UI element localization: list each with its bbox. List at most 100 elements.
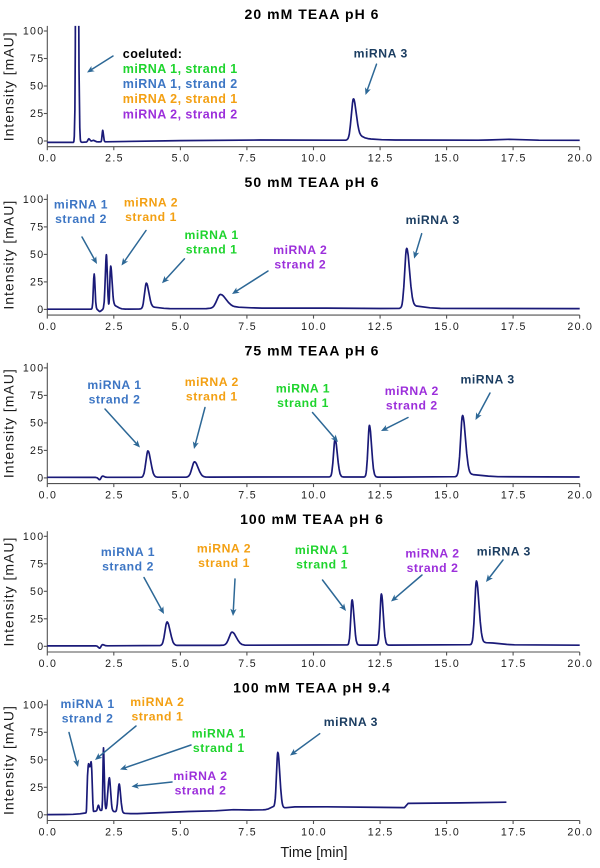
svg-text:50: 50 [30, 418, 44, 430]
svg-text:5.0: 5.0 [172, 658, 191, 670]
svg-text:100: 100 [23, 531, 45, 543]
svg-text:Intensity [mAU]: Intensity [mAU] [1, 705, 17, 815]
svg-text:strand 1: strand 1 [125, 210, 177, 224]
svg-text:10.0: 10.0 [301, 321, 327, 333]
svg-text:20.0: 20.0 [567, 490, 593, 502]
svg-text:15.0: 15.0 [434, 658, 460, 670]
svg-text:17.5: 17.5 [501, 490, 527, 502]
svg-text:miRNA 2: miRNA 2 [130, 695, 184, 709]
svg-text:50 mM TEAA pH 6: 50 mM TEAA pH 6 [244, 174, 379, 190]
svg-text:strand 2: strand 2 [175, 784, 227, 798]
svg-text:strand 2: strand 2 [62, 712, 114, 726]
svg-text:miRNA 3: miRNA 3 [324, 715, 378, 729]
svg-text:7.5: 7.5 [238, 490, 257, 502]
svg-text:75: 75 [30, 390, 44, 402]
svg-text:0: 0 [37, 473, 44, 485]
svg-text:15.0: 15.0 [434, 827, 460, 839]
svg-text:17.5: 17.5 [501, 827, 527, 839]
svg-text:0: 0 [37, 810, 44, 822]
svg-text:100 mM TEAA pH 6: 100 mM TEAA pH 6 [240, 511, 384, 527]
svg-text:miRNA 2: miRNA 2 [124, 196, 178, 210]
svg-text:50: 50 [30, 755, 44, 767]
svg-text:25: 25 [30, 614, 44, 626]
svg-text:strand 2: strand 2 [386, 398, 438, 412]
svg-text:100: 100 [23, 194, 45, 206]
svg-text:0: 0 [37, 136, 44, 148]
svg-text:miRNA 2: miRNA 2 [273, 243, 327, 257]
svg-text:50: 50 [30, 249, 44, 261]
svg-text:7.5: 7.5 [238, 321, 257, 333]
svg-text:miRNA 1: miRNA 1 [192, 727, 246, 741]
svg-text:miRNA 2: miRNA 2 [197, 542, 251, 556]
svg-text:strand 1: strand 1 [277, 396, 329, 410]
svg-text:0.0: 0.0 [39, 827, 58, 839]
svg-text:7.5: 7.5 [238, 153, 257, 165]
svg-text:miRNA 1: miRNA 1 [276, 382, 330, 396]
svg-text:strand 2: strand 2 [274, 258, 326, 272]
svg-text:15.0: 15.0 [434, 153, 460, 165]
svg-text:strand 1: strand 1 [186, 242, 238, 256]
svg-text:miRNA 2: miRNA 2 [185, 375, 239, 389]
svg-text:12.5: 12.5 [368, 658, 394, 670]
svg-text:miRNA 1: miRNA 1 [295, 543, 349, 557]
svg-text:miRNA 1: miRNA 1 [184, 228, 238, 242]
svg-text:100: 100 [23, 26, 45, 38]
svg-text:20.0: 20.0 [567, 153, 593, 165]
svg-text:12.5: 12.5 [368, 321, 394, 333]
svg-text:0: 0 [37, 641, 44, 653]
svg-text:10.0: 10.0 [301, 658, 327, 670]
svg-text:Intensity [mAU]: Intensity [mAU] [1, 368, 17, 478]
svg-text:strand 2: strand 2 [102, 560, 154, 574]
svg-text:7.5: 7.5 [238, 827, 257, 839]
svg-text:20.0: 20.0 [567, 321, 593, 333]
svg-text:5.0: 5.0 [172, 153, 191, 165]
svg-text:miRNA 1, strand 2: miRNA 1, strand 2 [123, 77, 238, 91]
svg-text:miRNA 3: miRNA 3 [354, 46, 408, 60]
svg-text:Time [min]: Time [min] [280, 845, 347, 861]
svg-text:0: 0 [37, 304, 44, 316]
svg-text:strand 1: strand 1 [186, 390, 238, 404]
svg-text:75 mM TEAA pH 6: 75 mM TEAA pH 6 [244, 343, 379, 359]
svg-text:0.0: 0.0 [39, 321, 58, 333]
svg-text:20.0: 20.0 [567, 658, 593, 670]
svg-text:strand 2: strand 2 [55, 212, 107, 226]
svg-text:15.0: 15.0 [434, 321, 460, 333]
svg-text:15.0: 15.0 [434, 490, 460, 502]
svg-text:2.5: 2.5 [105, 827, 124, 839]
svg-text:miRNA 2: miRNA 2 [385, 384, 439, 398]
svg-text:25: 25 [30, 108, 44, 120]
svg-text:miRNA 3: miRNA 3 [477, 544, 531, 558]
svg-text:100: 100 [23, 363, 45, 375]
svg-text:miRNA 2: miRNA 2 [405, 547, 459, 561]
svg-text:25: 25 [30, 782, 44, 794]
svg-text:miRNA 3: miRNA 3 [406, 213, 460, 227]
svg-text:0.0: 0.0 [39, 153, 58, 165]
svg-text:strand 2: strand 2 [407, 561, 459, 575]
svg-text:0.0: 0.0 [39, 658, 58, 670]
svg-text:75: 75 [30, 53, 44, 65]
svg-text:12.5: 12.5 [368, 827, 394, 839]
svg-text:75: 75 [30, 727, 44, 739]
svg-text:75: 75 [30, 559, 44, 571]
svg-text:2.5: 2.5 [105, 490, 124, 502]
svg-text:miRNA 1: miRNA 1 [87, 378, 141, 392]
svg-text:20.0: 20.0 [567, 827, 593, 839]
svg-text:strand 1: strand 1 [198, 556, 250, 570]
svg-text:25: 25 [30, 277, 44, 289]
svg-text:strand 2: strand 2 [89, 393, 141, 407]
svg-text:17.5: 17.5 [501, 321, 527, 333]
svg-text:strand 1: strand 1 [296, 558, 348, 572]
svg-text:Intensity [mAU]: Intensity [mAU] [1, 200, 17, 310]
svg-text:strand 1: strand 1 [131, 710, 183, 724]
svg-text:20 mM TEAA pH 6: 20 mM TEAA pH 6 [244, 6, 379, 22]
svg-text:10.0: 10.0 [301, 490, 327, 502]
svg-text:miRNA 1: miRNA 1 [60, 697, 114, 711]
svg-text:5.0: 5.0 [172, 827, 191, 839]
svg-text:12.5: 12.5 [368, 153, 394, 165]
svg-text:5.0: 5.0 [172, 321, 191, 333]
svg-text:Intensity [mAU]: Intensity [mAU] [1, 537, 17, 647]
svg-text:17.5: 17.5 [501, 153, 527, 165]
svg-text:miRNA 1: miRNA 1 [101, 545, 155, 559]
svg-text:0.0: 0.0 [39, 490, 58, 502]
svg-text:50: 50 [30, 81, 44, 93]
